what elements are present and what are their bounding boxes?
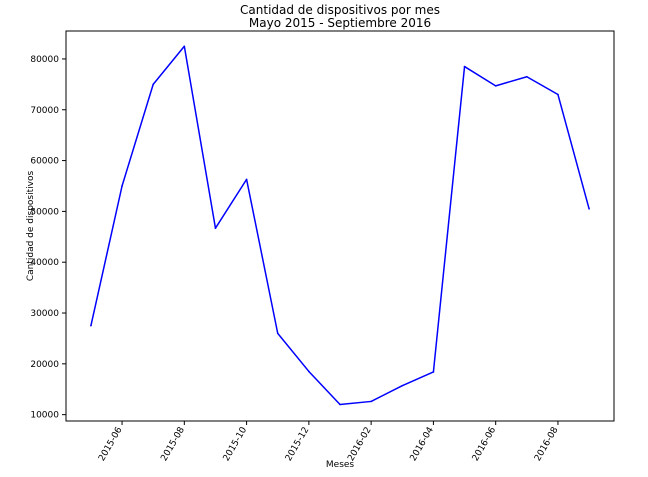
data-point — [463, 65, 466, 68]
series-layer — [90, 45, 590, 406]
x-tick-label: 2015-12 — [284, 426, 311, 464]
data-point — [121, 185, 123, 187]
data-point — [557, 93, 559, 96]
x-tick-label: 2016-02 — [346, 426, 373, 464]
series-line — [90, 45, 590, 406]
data-point — [276, 332, 279, 335]
chart-subtitle: Mayo 2015 - Septiembre 2016 — [249, 16, 431, 30]
data-point — [245, 178, 248, 181]
x-tick-label: 2015-10 — [222, 425, 250, 463]
x-tick-label: 2016-06 — [471, 425, 499, 463]
y-axis-label: Cantidad de dispositivos — [26, 171, 36, 282]
chart-title: Cantidad de dispositivos por mes — [240, 3, 440, 17]
y-tick-label: 40000 — [30, 258, 59, 268]
y-tick-label: 70000 — [30, 106, 59, 116]
y-axis: 10000 20000 30000 40000 50000 60000 70000 80000 — [30, 55, 66, 421]
data-point — [90, 324, 92, 327]
x-axis: 2015-06 2015-08 2015-10 2015-12 2016-02 2016-… — [97, 421, 561, 463]
data-point — [526, 75, 528, 78]
data-point — [152, 83, 154, 86]
x-tick-label: 2016-08 — [533, 425, 561, 463]
plot-frame — [65, 30, 615, 422]
y-tick-label: 10000 — [30, 411, 59, 421]
x-tick-label: 2015-08 — [159, 425, 187, 463]
data-point — [370, 400, 372, 403]
y-tick-label: 30000 — [30, 309, 59, 319]
y-tick-label: 20000 — [30, 360, 59, 370]
data-point — [432, 371, 435, 373]
data-point — [214, 227, 217, 229]
y-tick-label: 50000 — [30, 207, 59, 217]
y-tick-label: 60000 — [30, 157, 59, 167]
data-point — [588, 208, 590, 210]
data-point — [339, 403, 341, 406]
x-tick-label: 2015-06 — [97, 425, 125, 463]
x-axis-label: Meses — [326, 460, 355, 470]
data-point — [183, 45, 186, 48]
data-point — [494, 85, 497, 87]
x-tick-label: 2016-04 — [409, 425, 437, 463]
data-point — [401, 384, 404, 387]
data-point — [308, 370, 310, 373]
y-tick-label: 80000 — [30, 55, 59, 65]
